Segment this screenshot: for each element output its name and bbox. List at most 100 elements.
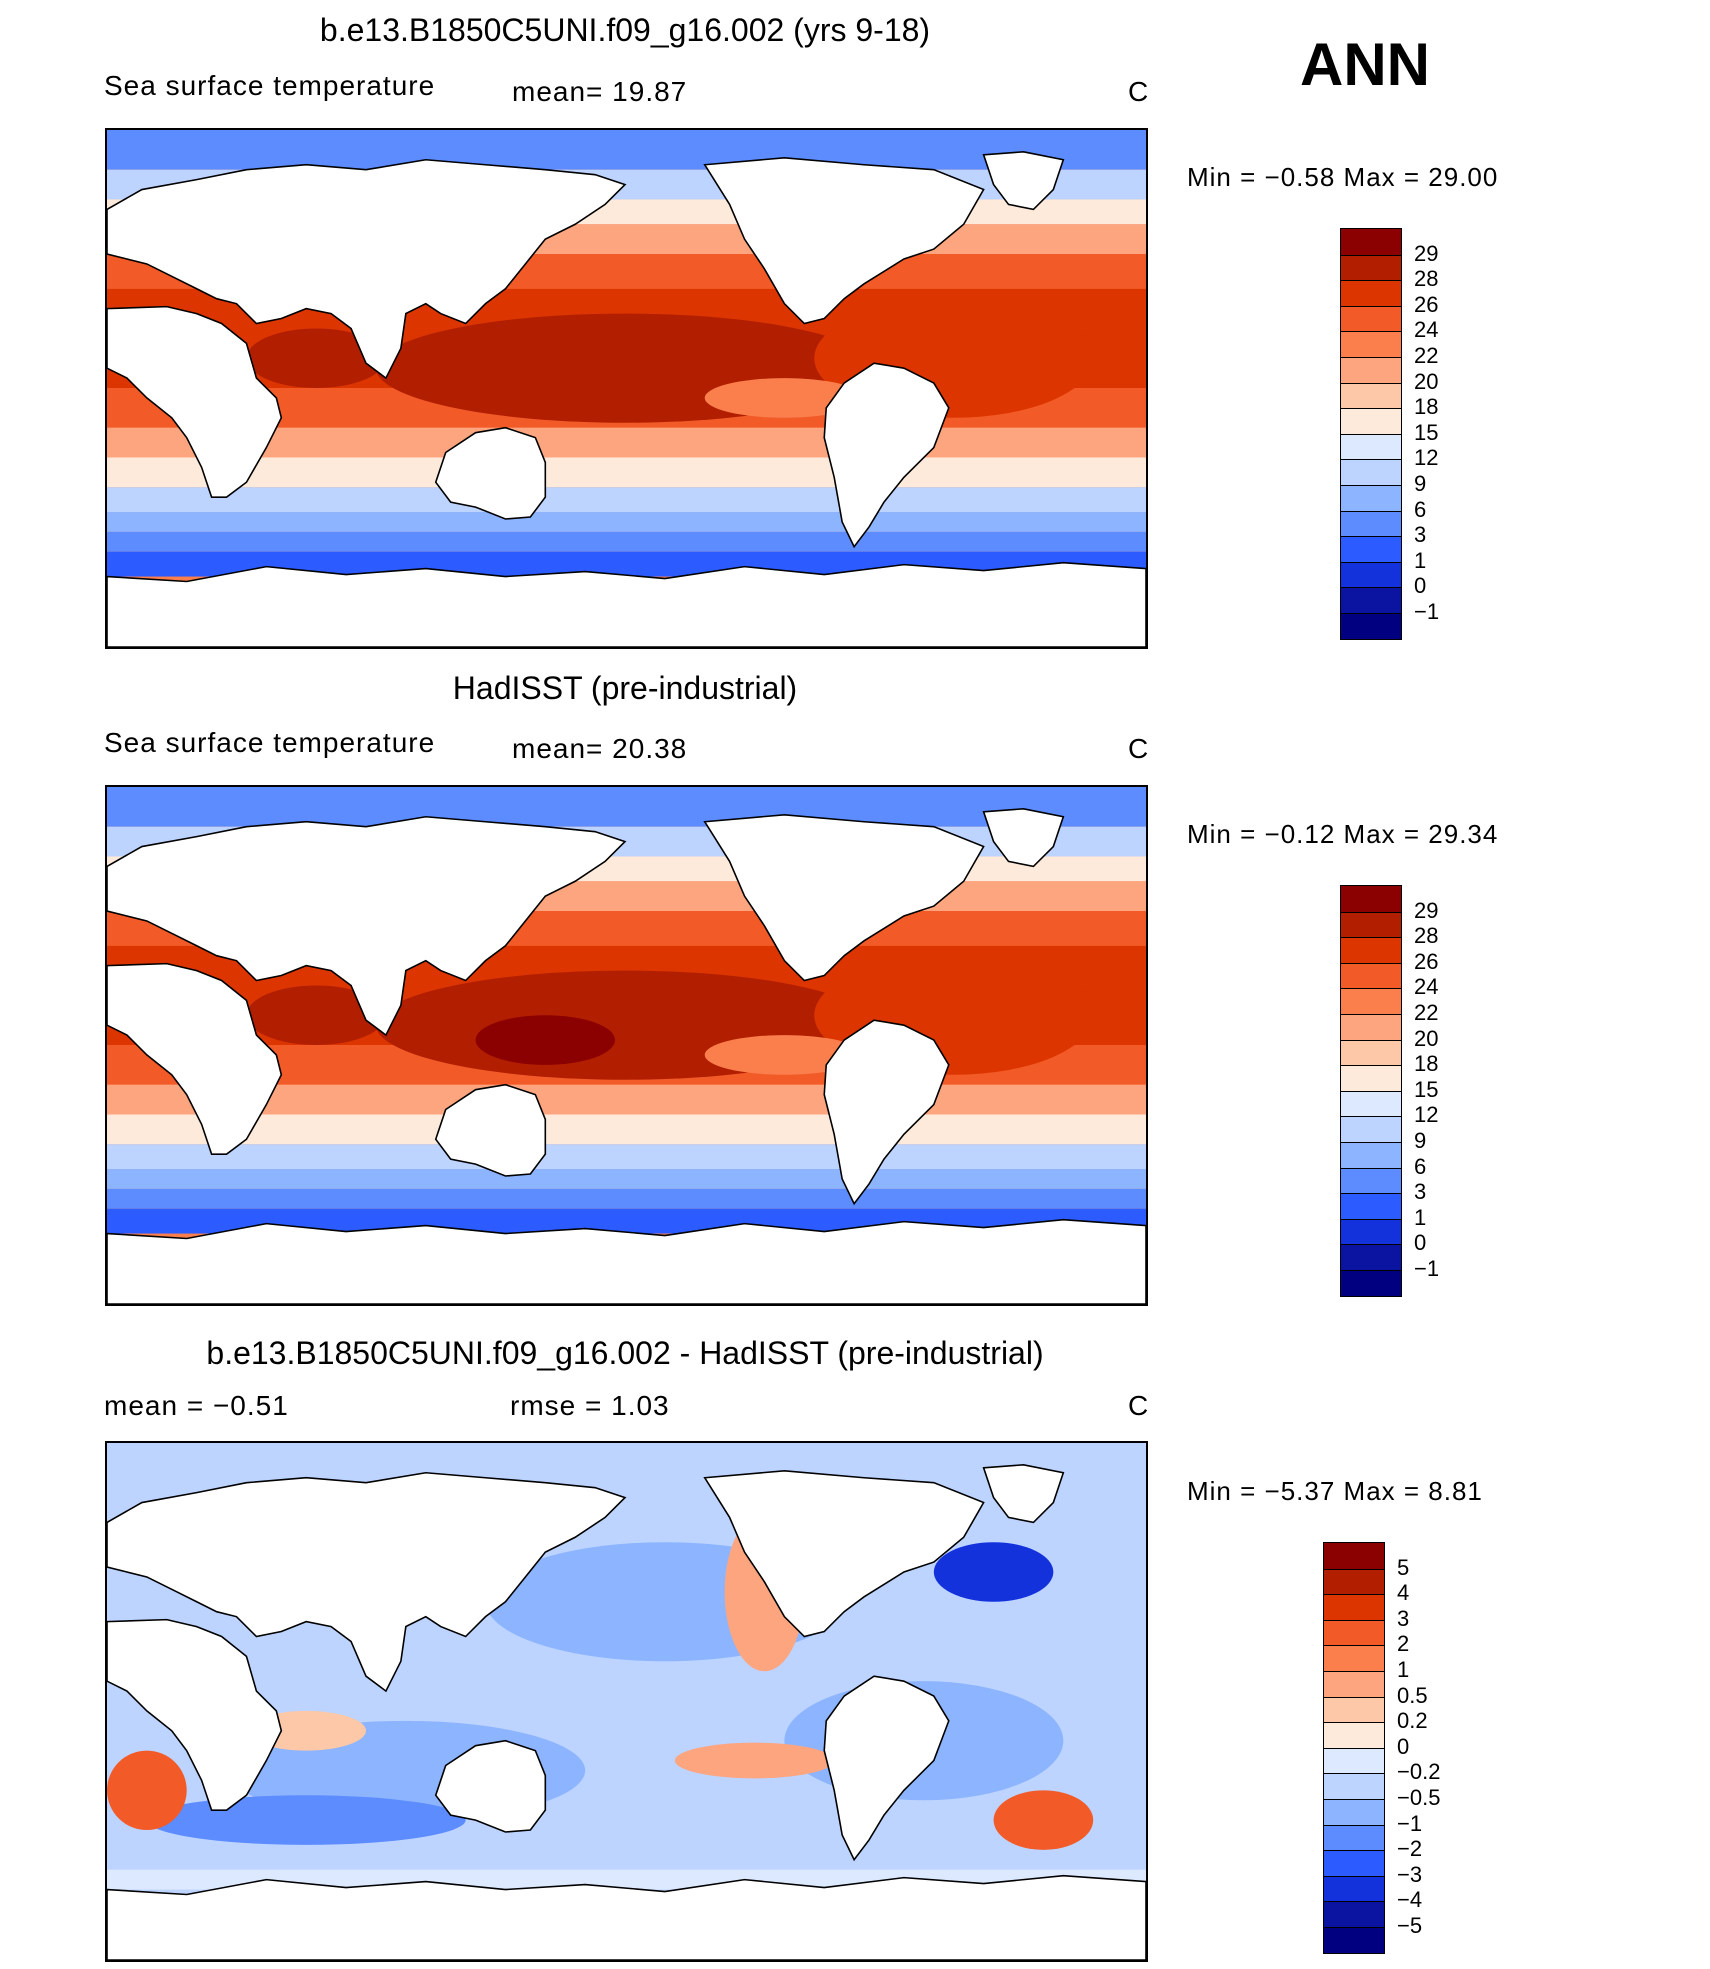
panel-2-left-label: Sea surface temperature bbox=[104, 727, 436, 758]
colorbar-swatch bbox=[1341, 988, 1401, 1014]
colorbar-swatch bbox=[1324, 1696, 1384, 1723]
colorbar-swatch bbox=[1341, 382, 1401, 409]
panel-3-map bbox=[105, 1441, 1148, 1962]
colorbar-swatch bbox=[1341, 433, 1401, 460]
land-outline bbox=[107, 1464, 1146, 1960]
colorbar-swatch bbox=[1341, 1141, 1401, 1168]
panel-1-minmax: Min = −0.58 Max = 29.00 bbox=[1187, 162, 1499, 192]
colorbar-label: 29 bbox=[1414, 897, 1439, 923]
colorbar-label: 12 bbox=[1414, 445, 1439, 471]
panel-1-left-label: Sea surface temperature bbox=[104, 70, 436, 101]
colorbar-swatch bbox=[1324, 1619, 1384, 1646]
colorbar-label: −3 bbox=[1397, 1861, 1423, 1887]
colorbar-label: 18 bbox=[1414, 1051, 1439, 1077]
colorbar-label: 0.5 bbox=[1397, 1682, 1428, 1708]
colorbar-label: 28 bbox=[1414, 266, 1439, 292]
colorbar-swatch bbox=[1341, 1269, 1401, 1296]
colorbar-swatches bbox=[1340, 885, 1402, 1297]
colorbar-label: 20 bbox=[1414, 368, 1439, 394]
panel-2-title: HadISST (pre-industrial) bbox=[452, 670, 798, 706]
colorbar-swatch bbox=[1341, 1193, 1401, 1219]
colorbar-label: 28 bbox=[1414, 923, 1439, 949]
panel-3-rmse: rmse = 1.03 bbox=[510, 1390, 670, 1421]
colorbar-swatch bbox=[1341, 510, 1401, 537]
season-label: ANN bbox=[1300, 31, 1430, 98]
colorbar-swatch bbox=[1341, 1116, 1401, 1142]
colorbar-label: 26 bbox=[1414, 291, 1439, 317]
panel-1-title: b.e13.B1850C5UNI.f09_g16.002 (yrs 9-18) bbox=[319, 12, 931, 48]
colorbar-label: 22 bbox=[1414, 1000, 1439, 1025]
colorbar-label: 18 bbox=[1414, 394, 1439, 420]
colorbar-swatch bbox=[1341, 612, 1401, 639]
colorbar-swatch bbox=[1341, 1039, 1401, 1066]
colorbar-label: −4 bbox=[1397, 1887, 1423, 1913]
colorbar-swatch bbox=[1324, 1901, 1384, 1927]
colorbar-label: 2 bbox=[1397, 1631, 1410, 1657]
colorbar-label: 6 bbox=[1414, 496, 1427, 522]
colorbar-swatch bbox=[1341, 331, 1401, 357]
colorbar-swatch bbox=[1324, 1722, 1384, 1748]
colorbar-swatch bbox=[1341, 408, 1401, 434]
colorbar-swatch bbox=[1341, 229, 1401, 255]
colorbar-swatch bbox=[1341, 1218, 1401, 1245]
panel-3-title: b.e13.B1850C5UNI.f09_g16.002 - HadISST (… bbox=[206, 1335, 1044, 1371]
sst-map-model bbox=[107, 130, 1146, 647]
colorbar-swatch bbox=[1341, 1167, 1401, 1194]
colorbar-label: 1 bbox=[1397, 1657, 1410, 1682]
sst-diff-map bbox=[107, 1443, 1146, 1960]
colorbar-swatch bbox=[1341, 1244, 1401, 1270]
colorbar-swatches bbox=[1340, 228, 1402, 640]
colorbar-swatch bbox=[1341, 937, 1401, 963]
colorbar-swatch bbox=[1324, 1594, 1384, 1620]
colorbar-label: 3 bbox=[1414, 522, 1427, 548]
colorbar-swatch bbox=[1324, 1568, 1384, 1595]
colorbar-label: 26 bbox=[1414, 948, 1439, 974]
colorbar-swatch bbox=[1324, 1926, 1384, 1953]
colorbar-swatch bbox=[1341, 911, 1401, 938]
colorbar-swatch bbox=[1324, 1875, 1384, 1902]
panel-3-minmax: Min = −5.37 Max = 8.81 bbox=[1187, 1476, 1483, 1506]
panel-2-mean: mean= 20.38 bbox=[512, 733, 688, 764]
colorbar-swatch bbox=[1341, 280, 1401, 306]
colorbar-label: −1 bbox=[1414, 1256, 1440, 1281]
colorbar-swatch bbox=[1341, 484, 1401, 511]
colorbar-label: 3 bbox=[1397, 1605, 1410, 1631]
colorbar-label: 1 bbox=[1414, 547, 1427, 573]
colorbar-label: 24 bbox=[1414, 317, 1439, 343]
colorbar-swatch bbox=[1324, 1824, 1384, 1851]
colorbar-swatch bbox=[1341, 254, 1401, 281]
colorbar-swatch bbox=[1341, 587, 1401, 613]
colorbar-swatch bbox=[1341, 561, 1401, 588]
colorbar-swatch bbox=[1324, 1850, 1384, 1876]
panel-2-minmax: Min = −0.12 Max = 29.34 bbox=[1187, 819, 1499, 849]
colorbar-swatch bbox=[1341, 536, 1401, 562]
colorbar-label: 0 bbox=[1414, 573, 1427, 599]
panel-2-map bbox=[105, 785, 1148, 1306]
colorbar-label: 1 bbox=[1414, 1204, 1427, 1230]
colorbar-label: 6 bbox=[1414, 1153, 1427, 1179]
panel-1-map bbox=[105, 128, 1148, 649]
colorbar-label: 0.2 bbox=[1397, 1708, 1428, 1734]
land-outline bbox=[107, 808, 1146, 1304]
colorbar-label: 9 bbox=[1414, 471, 1427, 496]
panel-2-units: C bbox=[1128, 733, 1150, 764]
colorbar-label: 24 bbox=[1414, 974, 1439, 1000]
colorbar-swatch bbox=[1341, 1090, 1401, 1117]
panel-1-mean: mean= 19.87 bbox=[512, 76, 688, 107]
colorbar-label: 0 bbox=[1397, 1733, 1410, 1759]
colorbar-swatch bbox=[1324, 1798, 1384, 1825]
colorbar-swatch bbox=[1341, 356, 1401, 383]
sst-map-obs bbox=[107, 787, 1146, 1304]
colorbar-swatch bbox=[1341, 1065, 1401, 1091]
colorbar-swatch bbox=[1341, 962, 1401, 989]
colorbar-label: 15 bbox=[1414, 419, 1439, 445]
colorbar-label: 15 bbox=[1414, 1076, 1439, 1102]
colorbar-label: 5 bbox=[1397, 1554, 1410, 1580]
land-outline bbox=[107, 151, 1146, 647]
colorbar-label: −0.2 bbox=[1397, 1759, 1441, 1785]
colorbar-swatch bbox=[1324, 1645, 1384, 1671]
colorbar-label: 29 bbox=[1414, 240, 1439, 266]
colorbar-label: 0 bbox=[1414, 1230, 1427, 1256]
colorbar-swatch bbox=[1324, 1543, 1384, 1569]
colorbar-swatch bbox=[1324, 1670, 1384, 1697]
